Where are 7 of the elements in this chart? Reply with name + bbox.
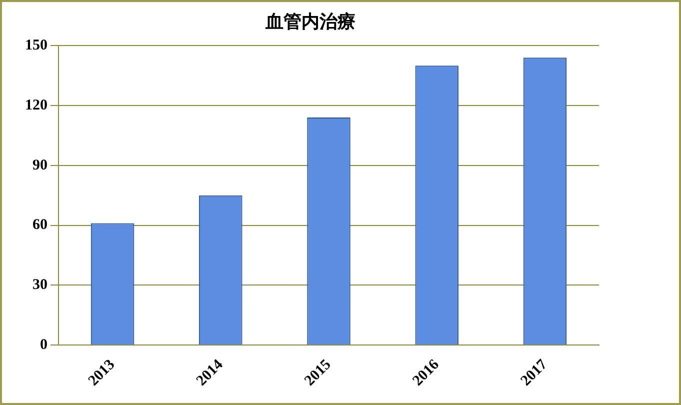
y-tick-label: 120 (25, 97, 48, 114)
y-tick-label: 90 (32, 157, 48, 174)
y-tick-label: 30 (32, 277, 48, 294)
y-tick-label: 60 (32, 217, 48, 234)
y-tick-label: 0 (40, 336, 48, 353)
chart-title: 血管内治療 (264, 11, 356, 32)
y-tick-label: 150 (25, 37, 48, 54)
